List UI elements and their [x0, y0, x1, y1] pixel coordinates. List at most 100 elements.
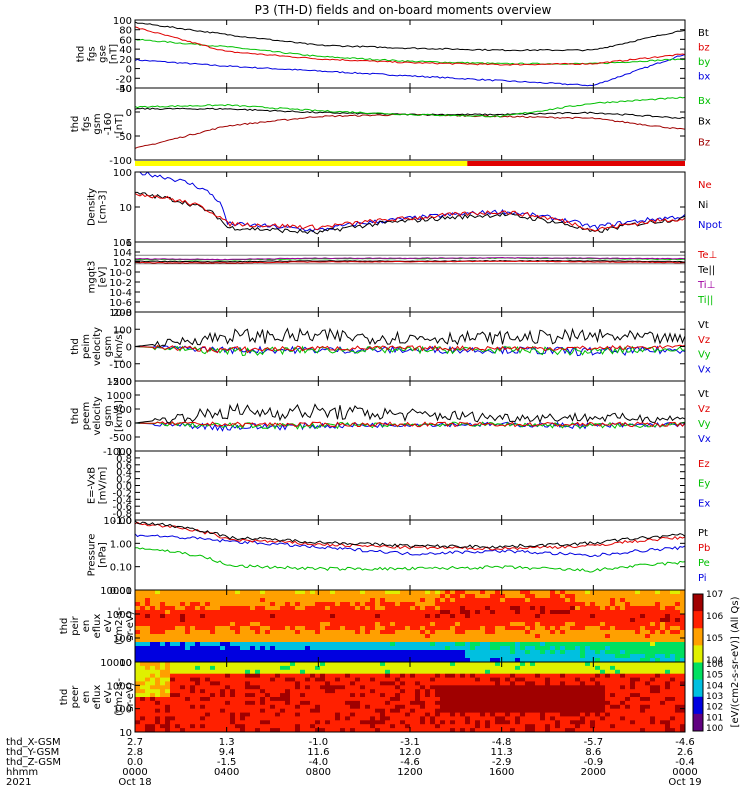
spectrogram-cell — [625, 634, 631, 639]
spectrogram-cell — [450, 662, 456, 667]
spectrogram-cell — [505, 618, 511, 623]
spectrogram-cell — [330, 594, 336, 599]
spectrogram-cell — [585, 618, 591, 623]
spectrogram-cell — [140, 590, 146, 595]
spectrogram-cell — [415, 590, 421, 595]
spectrogram-cell — [510, 618, 516, 623]
spectrogram-cell — [250, 626, 256, 631]
spectrogram-cell — [300, 673, 306, 679]
spectrogram-cell — [295, 646, 301, 651]
spectrogram-cell — [585, 708, 591, 714]
spectrogram-cell — [600, 614, 606, 619]
spectrogram-cell — [660, 665, 666, 671]
spectrogram-cell — [245, 669, 251, 675]
spectrogram-cell — [490, 654, 496, 659]
spectrogram-cell — [190, 685, 196, 690]
y-tick-label: 100 — [113, 634, 132, 645]
spectrogram-cell — [325, 626, 331, 631]
spectrogram-cell — [135, 614, 141, 619]
spectrogram-cell — [600, 681, 606, 686]
spectrogram-cell — [275, 606, 281, 611]
spectrogram-cell — [220, 622, 226, 627]
spectrogram-cell — [455, 708, 461, 714]
y-tick-label: 1000 — [107, 681, 132, 692]
spectrogram-cell — [160, 590, 166, 595]
spectrogram-cell — [440, 689, 446, 694]
spectrogram-cell — [280, 626, 286, 631]
spectrogram-cell — [370, 602, 376, 607]
spectrogram-cell — [485, 598, 491, 603]
spectrogram-cell — [420, 658, 426, 663]
spectrogram-cell — [400, 610, 406, 615]
spectrogram-cell — [420, 646, 426, 651]
spectrogram-cell — [585, 677, 591, 682]
spectrogram-cell — [370, 654, 376, 659]
spectrogram-cell — [225, 654, 231, 659]
spectrogram-cell — [400, 712, 406, 717]
spectrogram-cell — [650, 665, 656, 671]
spectrogram-cell — [230, 622, 236, 627]
spectrogram-cell — [315, 598, 321, 603]
spectrogram-cell — [180, 681, 186, 686]
spectrogram-cell — [645, 700, 651, 706]
spectrogram-cell — [430, 654, 436, 659]
spectrogram-cell — [170, 693, 176, 698]
spectrogram-cell — [460, 697, 466, 702]
spectrogram-cell — [150, 602, 156, 607]
spectrogram-cell — [185, 685, 191, 690]
spectrogram-cell — [435, 728, 441, 733]
spectrogram-cell — [160, 654, 166, 659]
spectrogram-cell — [170, 638, 176, 643]
spectrogram-cell — [295, 650, 301, 655]
spectrogram-cell — [630, 634, 636, 639]
spectrogram-cell — [520, 590, 526, 595]
spectrogram-cell — [155, 697, 161, 702]
spectrogram-cell — [440, 618, 446, 623]
spectrogram-cell — [585, 626, 591, 631]
spectrogram-cell — [450, 728, 456, 733]
spectrogram-cell — [425, 598, 431, 603]
colorbar-tick: 106 — [706, 660, 723, 670]
spectrogram-cell — [670, 689, 676, 694]
spectrogram-cell — [330, 673, 336, 679]
y-tick-label: 0.8 — [116, 454, 132, 465]
spectrogram-cell — [165, 642, 171, 647]
spectrogram-cell — [145, 630, 151, 635]
spectrogram-cell — [155, 610, 161, 615]
spectrogram-cell — [145, 677, 151, 682]
spectrogram-cell — [455, 697, 461, 702]
spectrogram-cell — [490, 665, 496, 671]
spectrogram-cell — [620, 716, 626, 721]
spectrogram-cell — [545, 704, 551, 710]
spectrogram-cell — [555, 689, 561, 694]
spectrogram-cell — [360, 602, 366, 607]
spectrogram-cell — [330, 724, 336, 729]
spectrogram-cell — [220, 598, 226, 603]
spectrogram-cell — [380, 626, 386, 631]
spectrogram-cell — [485, 634, 491, 639]
spectrogram-cell — [305, 677, 311, 682]
spectrogram-cell — [475, 634, 481, 639]
spectrogram-cell — [540, 677, 546, 682]
spectrogram-cell — [170, 622, 176, 627]
spectrogram-cell — [425, 610, 431, 615]
spectrogram-cell — [485, 693, 491, 698]
spectrogram-cell — [220, 677, 226, 682]
spectrogram-cell — [550, 662, 556, 667]
spectrogram-cell — [230, 658, 236, 663]
spectrogram-cell — [400, 630, 406, 635]
y-axis-label-line: thd — [59, 618, 70, 635]
spectrogram-cell — [490, 677, 496, 682]
spectrogram-cell — [295, 708, 301, 714]
spectrogram-cell — [355, 658, 361, 663]
spectrogram-cell — [330, 650, 336, 655]
spectrogram-cell — [680, 665, 686, 671]
spectrogram-cell — [475, 618, 481, 623]
x-value-hhmm: 1600 — [489, 767, 514, 778]
spectrogram-cell — [630, 650, 636, 655]
spectrogram-cell — [425, 618, 431, 623]
spectrogram-cell — [300, 724, 306, 729]
spectrogram-cell — [615, 622, 621, 627]
spectrogram-cell — [250, 610, 256, 615]
spectrogram-cell — [570, 712, 576, 717]
